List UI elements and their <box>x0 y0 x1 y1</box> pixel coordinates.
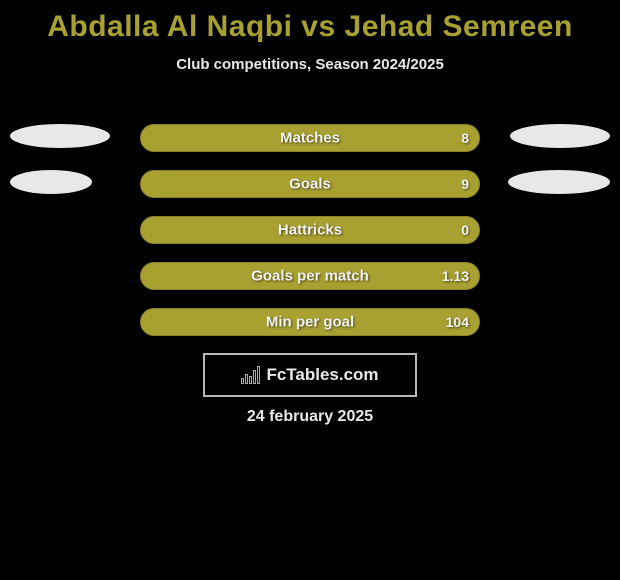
stat-value: 9 <box>461 176 469 192</box>
left-pills-column <box>10 124 110 194</box>
stat-label: Matches <box>280 130 340 147</box>
stat-label: Goals <box>289 176 331 193</box>
stat-bar-gpm: Goals per match 1.13 <box>140 262 480 290</box>
stat-bar-goals: Goals 9 <box>140 170 480 198</box>
stat-value: 104 <box>446 314 469 330</box>
date-text: 24 february 2025 <box>0 408 620 426</box>
right-pill-0 <box>510 124 610 148</box>
page-title: Abdalla Al Naqbi vs Jehad Semreen <box>0 0 620 44</box>
chart-icon <box>241 366 260 384</box>
stat-label: Hattricks <box>278 222 342 239</box>
branding-text: FcTables.com <box>266 365 378 385</box>
branding-box[interactable]: FcTables.com <box>203 353 417 397</box>
stat-value: 0 <box>461 222 469 238</box>
subtitle: Club competitions, Season 2024/2025 <box>0 56 620 73</box>
left-pill-1 <box>10 170 92 194</box>
stats-bars: Matches 8 Goals 9 Hattricks 0 Goals per … <box>140 124 480 336</box>
left-pill-0 <box>10 124 110 148</box>
stat-bar-hattricks: Hattricks 0 <box>140 216 480 244</box>
stat-value: 8 <box>461 130 469 146</box>
stat-value: 1.13 <box>442 268 469 284</box>
right-pill-1 <box>508 170 610 194</box>
stat-bar-mpg: Min per goal 104 <box>140 308 480 336</box>
stat-label: Min per goal <box>266 314 354 331</box>
stat-label: Goals per match <box>251 268 369 285</box>
stat-bar-matches: Matches 8 <box>140 124 480 152</box>
right-pills-column <box>508 124 610 194</box>
